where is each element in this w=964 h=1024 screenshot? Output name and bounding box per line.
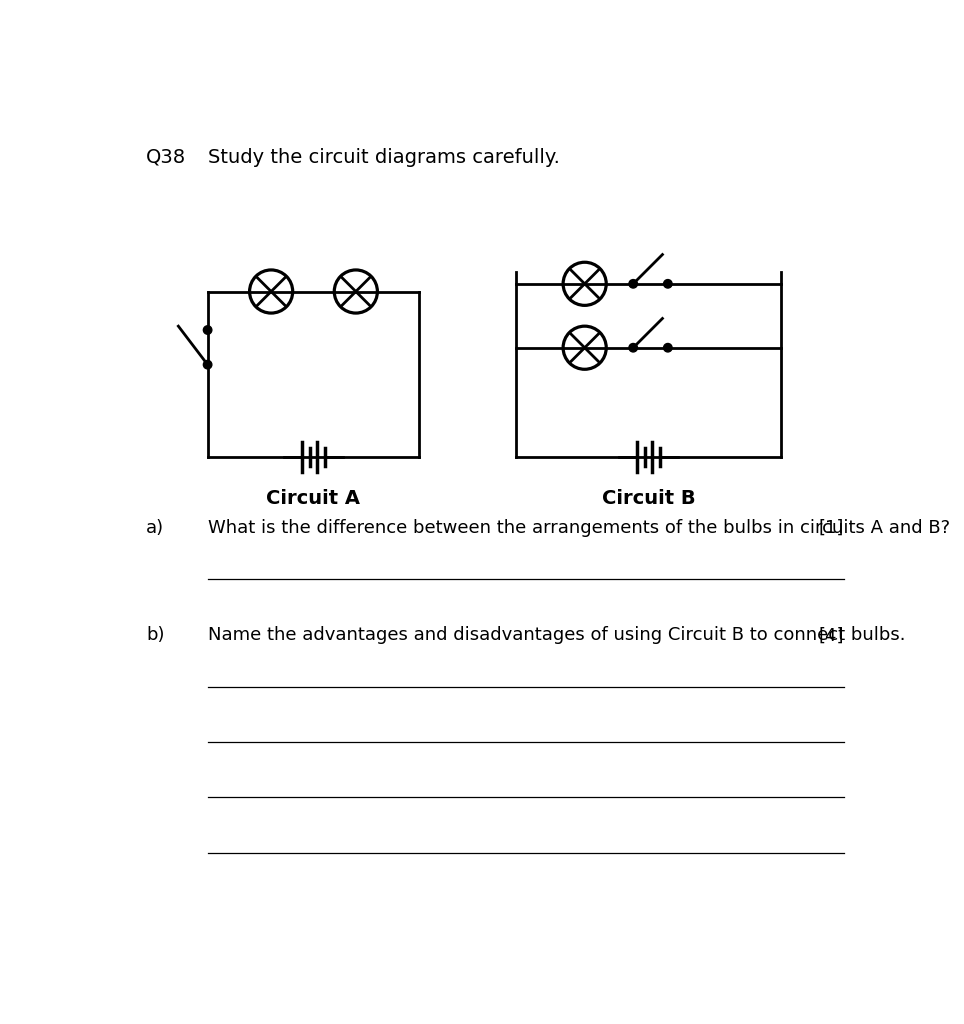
Circle shape bbox=[663, 280, 672, 288]
Text: Circuit B: Circuit B bbox=[602, 489, 695, 508]
Circle shape bbox=[203, 360, 212, 369]
Text: Q38: Q38 bbox=[146, 147, 186, 167]
Text: Study the circuit diagrams carefully.: Study the circuit diagrams carefully. bbox=[207, 147, 559, 167]
Circle shape bbox=[629, 280, 637, 288]
Text: Circuit A: Circuit A bbox=[266, 489, 361, 508]
Text: What is the difference between the arrangements of the bulbs in circuits A and B: What is the difference between the arran… bbox=[207, 519, 950, 537]
Text: [4]: [4] bbox=[818, 627, 844, 644]
Circle shape bbox=[629, 343, 637, 352]
Text: Name the advantages and disadvantages of using Circuit B to connect bulbs.: Name the advantages and disadvantages of… bbox=[207, 627, 905, 644]
Circle shape bbox=[203, 326, 212, 334]
Text: b): b) bbox=[146, 627, 165, 644]
Text: a): a) bbox=[146, 519, 164, 537]
Text: [1]: [1] bbox=[818, 519, 844, 537]
Circle shape bbox=[663, 343, 672, 352]
